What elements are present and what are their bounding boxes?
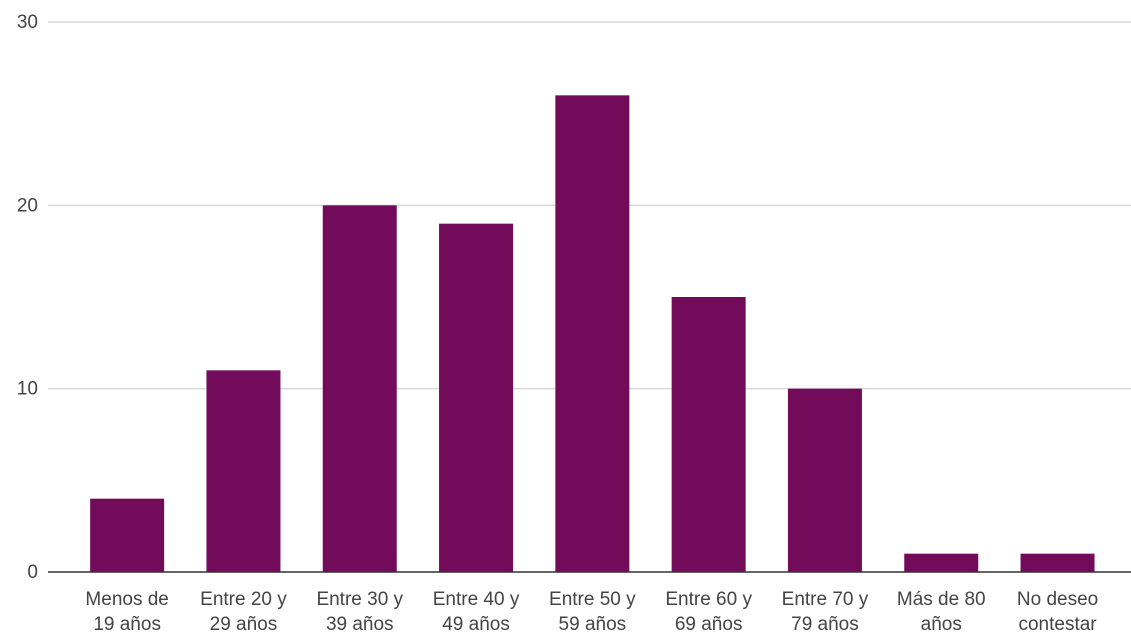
x-tick-label-line: años (921, 614, 962, 635)
bar (787, 388, 862, 572)
bars (90, 95, 1095, 573)
x-tick-label-line: 19 años (93, 614, 161, 635)
x-tick-label: Más de 80 años (897, 589, 986, 635)
bar (904, 553, 979, 572)
x-tick-label-line: Menos de (85, 589, 168, 610)
bar (439, 223, 514, 572)
x-tick-label: Entre 70 y 79 años (782, 589, 869, 635)
x-tick-label: Entre 40 y 49 años (433, 589, 520, 635)
x-tick-label-line: Entre 70 y (782, 589, 869, 610)
x-tick-label: Entre 30 y 39 años (316, 589, 403, 635)
y-tick-label: 30 (17, 12, 38, 33)
x-tick-label-line: 79 años (791, 614, 859, 635)
x-tick-label-line: Entre 30 y (316, 589, 403, 610)
x-tick-label: Entre 50 y 59 años (549, 589, 636, 635)
bar (90, 498, 165, 572)
x-tick-label: Menos de 19 años (85, 589, 168, 635)
x-tick-label-line: Más de 80 (897, 589, 986, 610)
bar (206, 370, 281, 572)
x-tick-label-line: No deseo (1017, 589, 1098, 610)
x-tick-label: Entre 60 y 69 años (665, 589, 752, 635)
x-tick-label-line: Entre 50 y (549, 589, 636, 610)
x-tick-label-line: 49 años (442, 614, 510, 635)
x-tick-label: No deseo contestar (1017, 589, 1098, 635)
x-tick-label-line: Entre 20 y (200, 589, 287, 610)
bar (1020, 553, 1095, 572)
x-tick-label-line: contestar (1018, 614, 1097, 635)
y-tick-label: 20 (17, 195, 38, 216)
y-tick-label: 10 (17, 379, 38, 400)
x-tick-label-line: 59 años (559, 614, 627, 635)
y-axis-ticks: 0 10 20 30 (17, 12, 38, 583)
x-tick-label-line: Entre 60 y (665, 589, 752, 610)
x-tick-label-line: 39 años (326, 614, 394, 635)
bar (322, 205, 397, 573)
bar (671, 297, 746, 572)
x-tick-label-line: Entre 40 y (433, 589, 520, 610)
x-axis-tick-labels: Menos de 19 años Entre 20 y 29 años Entre 30… (85, 589, 1098, 635)
x-tick-label-line: 29 años (210, 614, 278, 635)
x-tick-label-line: 69 años (675, 614, 743, 635)
bar (555, 95, 630, 572)
y-tick-label: 0 (27, 562, 38, 583)
x-tick-label: Entre 20 y 29 años (200, 589, 287, 635)
